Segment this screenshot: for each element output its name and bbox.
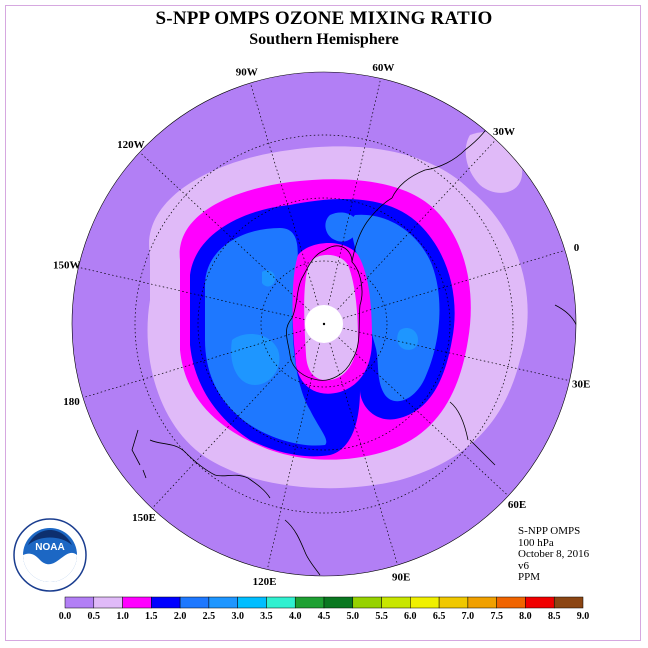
noaa-logo-text: NOAA: [35, 542, 64, 553]
colorbar-swatch: [151, 596, 181, 609]
pole-dot: [322, 322, 326, 326]
colorbar-tick-label: 5.5: [375, 611, 388, 622]
colorbar-swatch: [266, 596, 296, 609]
colorbar-tick-label: 7.5: [490, 611, 503, 622]
colorbar-swatch: [323, 596, 354, 609]
colorbar-swatch: [179, 596, 210, 609]
meridian-label: 30W: [493, 126, 515, 138]
madagascar: [449, 401, 469, 441]
contour-2.0-west: [205, 228, 327, 446]
latitude-circle-1: [260, 260, 388, 388]
contour-2.5-a: [231, 334, 280, 385]
contour-2.0-north: [325, 212, 358, 242]
colorbar-tick-label: 5.0: [347, 611, 360, 622]
meridian-labels: 90W 60W 30W 0 30E 60E 90E 120E 150E 180 150W 120W: [53, 62, 590, 588]
colorbar-tick-label: 9.0: [577, 611, 590, 622]
colorbar-tick-label: 4.0: [289, 611, 302, 622]
meridian-label: 120E: [253, 576, 277, 588]
graticule: [78, 78, 570, 570]
colorbar-swatch: [208, 596, 238, 609]
info-level: 100 hPa: [518, 536, 554, 549]
colorbar-swatch: [64, 596, 95, 609]
colorbar-tick-label: 6.0: [404, 611, 417, 622]
info-block: S-NPP OMPS 100 hPa October 8, 2016 v6 PP…: [518, 525, 590, 584]
latitude-circle-2: [197, 197, 451, 451]
colorbar-swatch: [93, 596, 123, 609]
latitude-circle-3: [134, 134, 514, 514]
new-zealand: [131, 429, 147, 479]
info-version: v6: [518, 559, 529, 572]
colorbar-swatch: [467, 596, 497, 609]
meridian-label: 180: [63, 396, 80, 408]
colorbar-tick-label: 1.5: [145, 611, 158, 622]
contour-2.5-c: [262, 270, 276, 287]
meridian-label: 60W: [372, 62, 394, 74]
australia-coast: [149, 439, 321, 576]
colorbar-tick-label: 8.0: [519, 611, 532, 622]
colorbar-swatch: [525, 596, 555, 609]
colorbar-swatch: [122, 596, 152, 609]
meridian-label: 90W: [236, 67, 258, 79]
info-instrument: S-NPP OMPS: [518, 525, 581, 537]
meridian-label: 90E: [392, 572, 410, 584]
colorbar-tick-label: 2.0: [174, 611, 187, 622]
map-subtitle: Southern Hemisphere: [249, 31, 399, 48]
map-title: S-NPP OMPS OZONE MIXING RATIO: [155, 8, 493, 29]
colorbar-tick-label: 0.0: [59, 611, 72, 622]
colorbar-tick-label: 1.0: [116, 611, 129, 622]
colorbar-tick-label: 3.0: [231, 611, 244, 622]
colorbar-tick-label: 8.5: [548, 611, 561, 622]
colorbar-tick-label: 0.5: [88, 611, 101, 622]
colorbar-swatch: [496, 596, 526, 609]
antarctica-coast: [286, 245, 363, 381]
africa-coast: [469, 304, 576, 466]
map-border: [71, 71, 577, 577]
meridian-label: 30E: [572, 378, 590, 390]
colorbar-swatch: [438, 596, 469, 609]
colorbar-swatch: [352, 596, 382, 609]
colorbar-tick-label: 2.5: [203, 611, 216, 622]
meridian-label: 0: [574, 242, 580, 254]
colorbar-tick-label: 6.5: [433, 611, 446, 622]
colorbar-tick-label: 3.5: [260, 611, 273, 622]
colorbar-tick-label: 4.5: [318, 611, 331, 622]
contour-2.0-east: [351, 214, 440, 402]
colorbar-swatch: [237, 596, 267, 609]
colorbar-swatch: [553, 596, 584, 609]
meridian-label: 150W: [53, 260, 81, 272]
colorbar-swatch: [410, 596, 440, 609]
contour-2.5-b: [397, 328, 418, 350]
antarctic-peninsula: [351, 197, 393, 263]
meridian-label: 120W: [117, 139, 145, 151]
info-date: October 8, 2016: [518, 548, 590, 560]
figure-frame: [5, 5, 641, 641]
meridian-label: 60E: [508, 499, 526, 511]
colorbar-swatch: [381, 596, 411, 609]
meridian-label: 150E: [132, 512, 156, 524]
colorbar-tick-label: 7.0: [462, 611, 475, 622]
info-units: PPM: [518, 571, 541, 583]
noaa-logo: NOAA: [13, 518, 87, 592]
colorbar-swatch: [294, 596, 325, 609]
colorbar: 0.0 0.5 1.0 1.5 2.0 2.5 3.0 3.5 4.0 4.5 5.0 5.5 6.0 6…: [59, 596, 590, 622]
